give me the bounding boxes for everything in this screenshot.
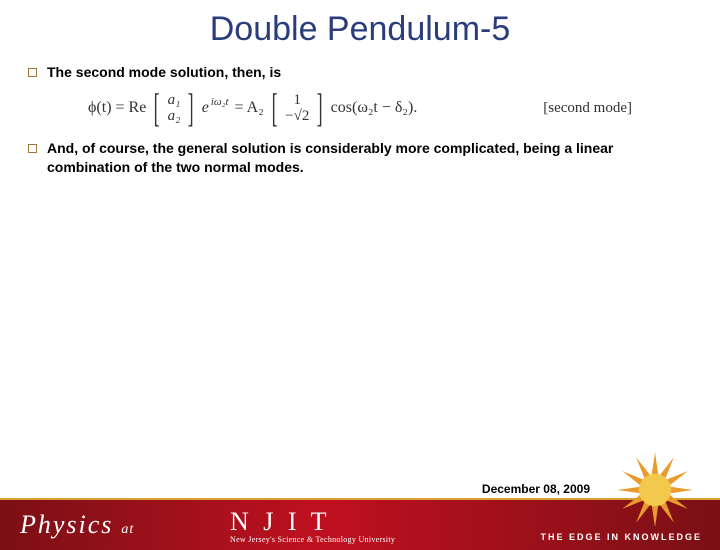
vector-mode: 1 −√2 — [285, 92, 309, 125]
right-bracket-icon: ] — [188, 92, 194, 124]
sun-icon — [610, 436, 700, 526]
content-area: The second mode solution, then, is ϕ(t) … — [0, 49, 720, 177]
physics-word: Physics — [20, 510, 113, 539]
eq-lhs: ϕ(t) = Re — [88, 99, 146, 117]
neg-root2: −√2 — [285, 108, 309, 125]
a2: a₂ — [168, 108, 181, 125]
bullet-text: The second mode solution, then, is — [47, 63, 281, 82]
vector-a: a₁ a₂ — [168, 92, 181, 125]
bullet-item: And, of course, the general solution is … — [28, 139, 692, 177]
right-bracket-icon: ] — [317, 92, 323, 124]
one: 1 — [293, 92, 301, 109]
cos-term: cos(ω₂t − δ₂). — [331, 99, 418, 117]
bullet-text: And, of course, the general solution is … — [47, 139, 692, 177]
date-label: December 08, 2009 — [482, 482, 590, 496]
eq-A2: = A₂ — [235, 99, 264, 117]
left-bracket-icon: [ — [271, 92, 277, 124]
equation-main: ϕ(t) = Re [ a₁ a₂ ] eiω₂t = A₂ [ 1 −√2 ]… — [88, 92, 417, 125]
equation-row: ϕ(t) = Re [ a₁ a₂ ] eiω₂t = A₂ [ 1 −√2 ]… — [88, 92, 632, 125]
njit-logo: N J I T New Jersey's Science & Technolog… — [230, 507, 395, 544]
a1: a₁ — [168, 92, 181, 109]
tagline: THE EDGE IN KNOWLEDGE — [540, 532, 702, 542]
bullet-square-icon — [28, 144, 37, 153]
njit-letters: N J I T — [230, 507, 395, 537]
bullet-square-icon — [28, 68, 37, 77]
slide-title: Double Pendulum-5 — [0, 10, 720, 49]
physics-logo: Physics at — [20, 510, 134, 540]
left-bracket-icon: [ — [154, 92, 160, 124]
at-word: at — [121, 522, 134, 537]
bullet-item: The second mode solution, then, is — [28, 63, 692, 82]
exp-e: e — [202, 99, 209, 117]
exp-sup: iω₂t — [211, 96, 229, 108]
equation-label: [second mode] — [543, 100, 632, 117]
